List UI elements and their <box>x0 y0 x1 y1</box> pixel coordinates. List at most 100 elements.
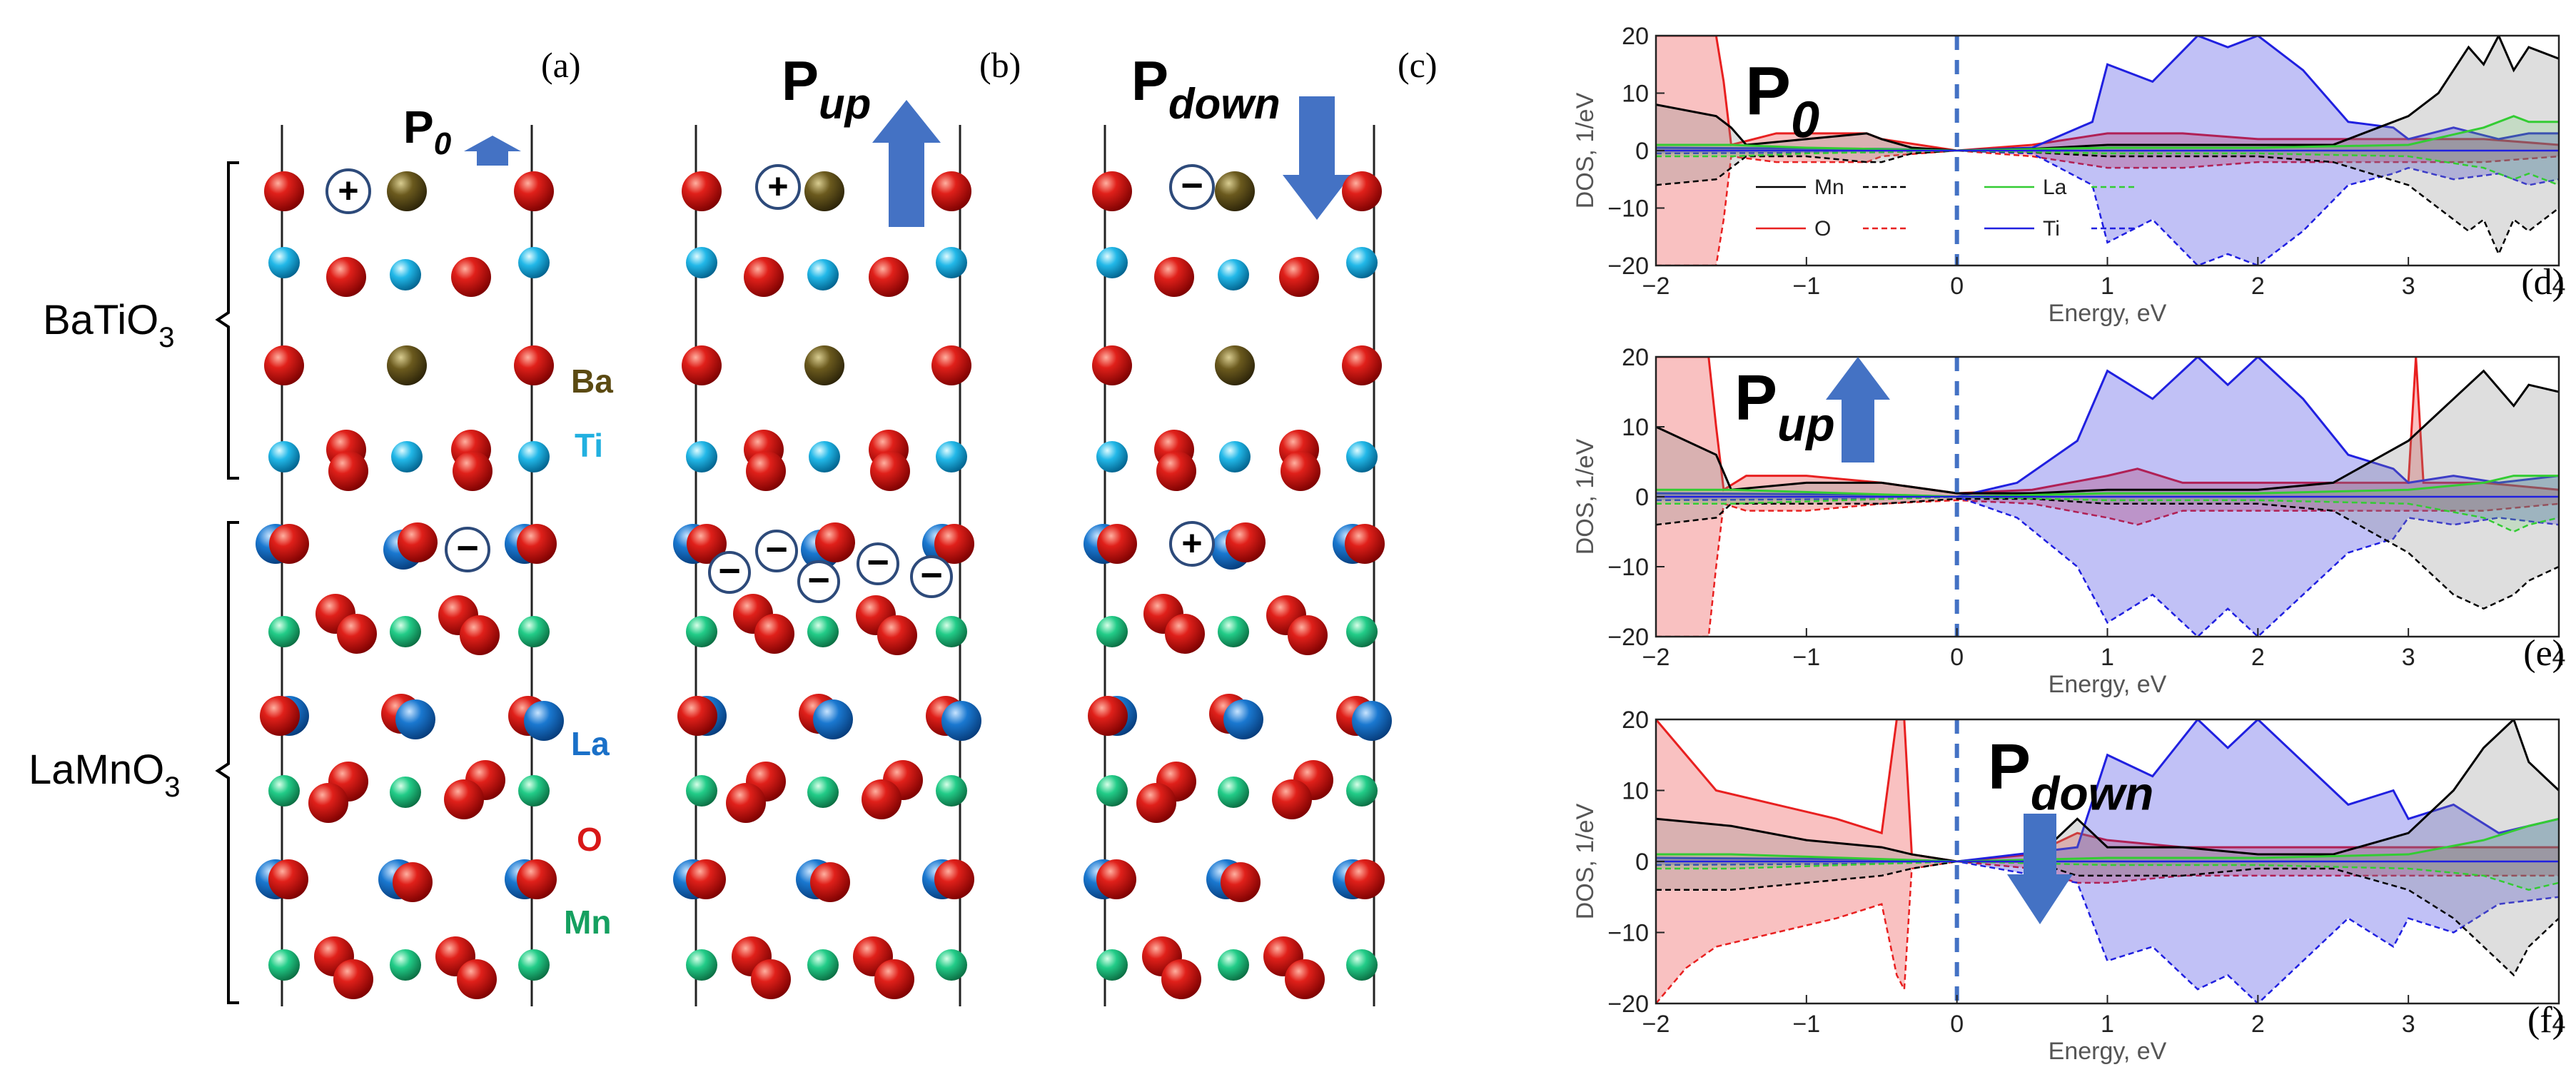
barium-atom <box>1215 171 1255 211</box>
arrow-up-icon <box>872 100 941 227</box>
oxygen-atom <box>874 959 914 999</box>
svg-text:−: − <box>807 559 830 602</box>
polarization-label-pup: Pup <box>782 49 871 128</box>
dos-line-o-up <box>1656 357 2559 495</box>
oxygen-atom <box>453 451 493 491</box>
y-tick-label: 10 <box>1622 414 1649 441</box>
oxygen-atom <box>682 345 722 385</box>
manganese-atom <box>268 949 300 981</box>
dos-line-la-down <box>1656 860 2559 891</box>
y-tick-label: 20 <box>1622 344 1649 371</box>
dos-line-ti-up <box>1656 357 2559 498</box>
chart-annotations: P0 Pup Pdown <box>1734 53 2153 924</box>
oxygen-atom <box>931 345 971 385</box>
oxygen-atom <box>726 783 766 823</box>
y-tick-label: 0 <box>1635 849 1649 876</box>
y-tick-label: 10 <box>1622 81 1649 108</box>
svg-text:−: − <box>765 528 788 571</box>
x-tick-label: 2 <box>2251 273 2265 300</box>
dos-line-la-up <box>1656 115 2559 152</box>
x-tick-label: 0 <box>1950 273 1964 300</box>
oxygen-atom <box>934 524 974 564</box>
barium-atom <box>1215 345 1255 385</box>
dos-legend: Mn La O Ti <box>1756 176 2134 241</box>
y-tick-label: 20 <box>1622 707 1649 734</box>
barium-atom <box>804 345 844 385</box>
panel-label: (f) <box>2527 1000 2565 1041</box>
oxygen-atom <box>1136 783 1176 823</box>
x-tick-label: −1 <box>1792 273 1820 300</box>
chart-polarization-label: Pdown <box>1988 732 2153 820</box>
oxygen-atom <box>337 614 377 654</box>
oxygen-atom <box>1221 862 1261 902</box>
y-axis-label: DOS, 1/eV <box>1572 92 1599 208</box>
y-tick-label: 20 <box>1622 23 1649 50</box>
svg-text:−: − <box>718 550 741 592</box>
legend-item-o: O <box>1756 217 1906 241</box>
manganese-atom <box>1218 777 1249 808</box>
svg-text:+: + <box>1181 523 1202 563</box>
oxygen-atom <box>308 783 348 823</box>
oxygen-atom <box>269 524 309 564</box>
oxygen-atom <box>1165 614 1205 654</box>
manganese-atom <box>686 949 717 981</box>
legend-label: O <box>1814 217 1831 241</box>
oxygen-atom <box>1088 696 1128 736</box>
oxygen-atom <box>460 615 500 655</box>
dos-line-mn-up <box>1656 369 2559 495</box>
y-tick-label: −20 <box>1607 624 1649 651</box>
chart-polarization-label: P0 <box>1745 53 1819 148</box>
titanium-atom <box>807 259 839 290</box>
svg-text:+: + <box>767 166 788 206</box>
oxygen-atom <box>1281 451 1320 491</box>
charge-layer: + − + − − − − − − + <box>325 164 1215 603</box>
charge-minus: − <box>857 541 899 585</box>
charge-plus: + <box>1169 521 1215 567</box>
dos-line-o-down <box>1656 149 2559 266</box>
svg-text:−: − <box>456 527 479 570</box>
x-tick-label: 2 <box>2251 1011 2265 1038</box>
oxygen-atom <box>328 451 368 491</box>
manganese-atom <box>936 616 967 647</box>
oxygen-atom <box>1161 959 1201 999</box>
dos-fill-mn-down <box>1656 151 2559 254</box>
manganese-atom <box>686 616 717 647</box>
lanthanum-atom <box>1352 701 1392 741</box>
oxygen-atom <box>1092 171 1132 211</box>
oxygen-atom <box>393 862 433 902</box>
manganese-atom <box>390 616 421 647</box>
dos-line-o-down <box>1656 499 2559 637</box>
dos-fill-la-down <box>1656 861 2559 890</box>
oxygen-atom <box>1288 615 1328 655</box>
lmo-label: LaMnO3 <box>29 747 180 803</box>
y-tick-label: 0 <box>1635 138 1649 165</box>
oxygen-atom <box>457 959 497 999</box>
oxygen-atom <box>1345 524 1385 564</box>
legend-item-mn: Mn <box>1756 176 1906 199</box>
barium-atom <box>804 171 844 211</box>
manganese-atom <box>1096 775 1128 807</box>
panel-label-b: (b) <box>979 45 1021 85</box>
oxygen-atom <box>514 345 554 385</box>
dos-line-la-up <box>1656 475 2559 498</box>
manganese-atom <box>1096 616 1128 647</box>
y-tick-label: 0 <box>1635 484 1649 511</box>
oxygen-atom <box>677 696 717 736</box>
oxygen-atom <box>1342 171 1382 211</box>
heterostructure-figure: BaTiO3 LaMnO3 Ba Ti La O Mn (a) (b) (c) … <box>29 45 1438 1006</box>
panel-label: (e) <box>2523 633 2565 674</box>
dos-fill-mn-down <box>1656 497 2559 609</box>
lanthanum-atom <box>524 701 564 741</box>
y-tick-label: 10 <box>1622 778 1649 805</box>
dos-fill-mn-up <box>1656 719 2559 861</box>
oxygen-atom <box>1345 859 1385 899</box>
x-tick-label: −2 <box>1642 1011 1670 1038</box>
titanium-atom <box>1096 441 1128 472</box>
oxygen-atom <box>1097 524 1137 564</box>
bto-label: BaTiO3 <box>43 297 174 353</box>
oxygen-atom <box>746 451 786 491</box>
manganese-atom <box>686 775 717 807</box>
dos-line-ti-down <box>1656 860 2559 1003</box>
y-axis-label: DOS, 1/eV <box>1572 438 1599 555</box>
